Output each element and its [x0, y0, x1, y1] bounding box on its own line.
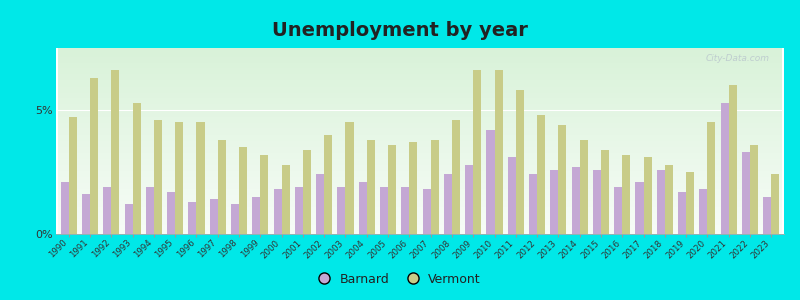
Bar: [750, 145, 758, 234]
Bar: [316, 175, 324, 234]
Bar: [175, 122, 183, 234]
Bar: [657, 169, 665, 234]
Bar: [338, 187, 346, 234]
Bar: [699, 189, 707, 234]
Bar: [380, 187, 388, 234]
Bar: [422, 189, 430, 234]
Bar: [721, 103, 729, 234]
Bar: [133, 103, 141, 234]
Bar: [189, 202, 197, 234]
Bar: [69, 117, 77, 234]
Bar: [197, 122, 205, 234]
Bar: [593, 169, 601, 234]
Bar: [614, 187, 622, 234]
Bar: [529, 175, 537, 234]
Bar: [686, 172, 694, 234]
Bar: [146, 187, 154, 234]
Bar: [111, 70, 119, 234]
Bar: [571, 167, 580, 234]
Bar: [486, 130, 494, 234]
Text: Unemployment by year: Unemployment by year: [272, 21, 528, 40]
Bar: [465, 165, 474, 234]
Bar: [324, 135, 332, 234]
Bar: [558, 125, 566, 234]
Bar: [282, 165, 290, 234]
Bar: [643, 157, 651, 234]
Bar: [402, 187, 410, 234]
Bar: [366, 140, 375, 234]
Bar: [516, 90, 524, 234]
Bar: [210, 199, 218, 234]
Bar: [635, 182, 643, 234]
Bar: [231, 204, 239, 234]
Bar: [239, 147, 247, 234]
Bar: [537, 115, 545, 234]
Bar: [410, 142, 418, 234]
Bar: [444, 175, 452, 234]
Bar: [452, 120, 460, 234]
Bar: [550, 169, 558, 234]
Legend: Barnard, Vermont: Barnard, Vermont: [314, 268, 486, 291]
Bar: [601, 150, 609, 234]
Bar: [82, 194, 90, 234]
Text: City-Data.com: City-Data.com: [706, 54, 770, 63]
Bar: [494, 70, 502, 234]
Bar: [90, 78, 98, 234]
Bar: [125, 204, 133, 234]
Bar: [665, 165, 673, 234]
Bar: [430, 140, 438, 234]
Bar: [103, 187, 111, 234]
Bar: [346, 122, 354, 234]
Bar: [154, 120, 162, 234]
Bar: [742, 152, 750, 234]
Bar: [252, 197, 260, 234]
Bar: [678, 192, 686, 234]
Bar: [508, 157, 516, 234]
Bar: [771, 175, 779, 234]
Bar: [729, 85, 737, 234]
Bar: [218, 140, 226, 234]
Bar: [622, 154, 630, 234]
Bar: [260, 154, 269, 234]
Bar: [61, 182, 69, 234]
Bar: [358, 182, 366, 234]
Bar: [295, 187, 303, 234]
Bar: [763, 197, 771, 234]
Bar: [474, 70, 482, 234]
Bar: [274, 189, 282, 234]
Bar: [303, 150, 311, 234]
Bar: [388, 145, 396, 234]
Bar: [167, 192, 175, 234]
Bar: [580, 140, 588, 234]
Bar: [707, 122, 715, 234]
